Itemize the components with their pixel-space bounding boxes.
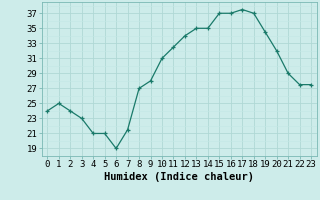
X-axis label: Humidex (Indice chaleur): Humidex (Indice chaleur) <box>104 172 254 182</box>
